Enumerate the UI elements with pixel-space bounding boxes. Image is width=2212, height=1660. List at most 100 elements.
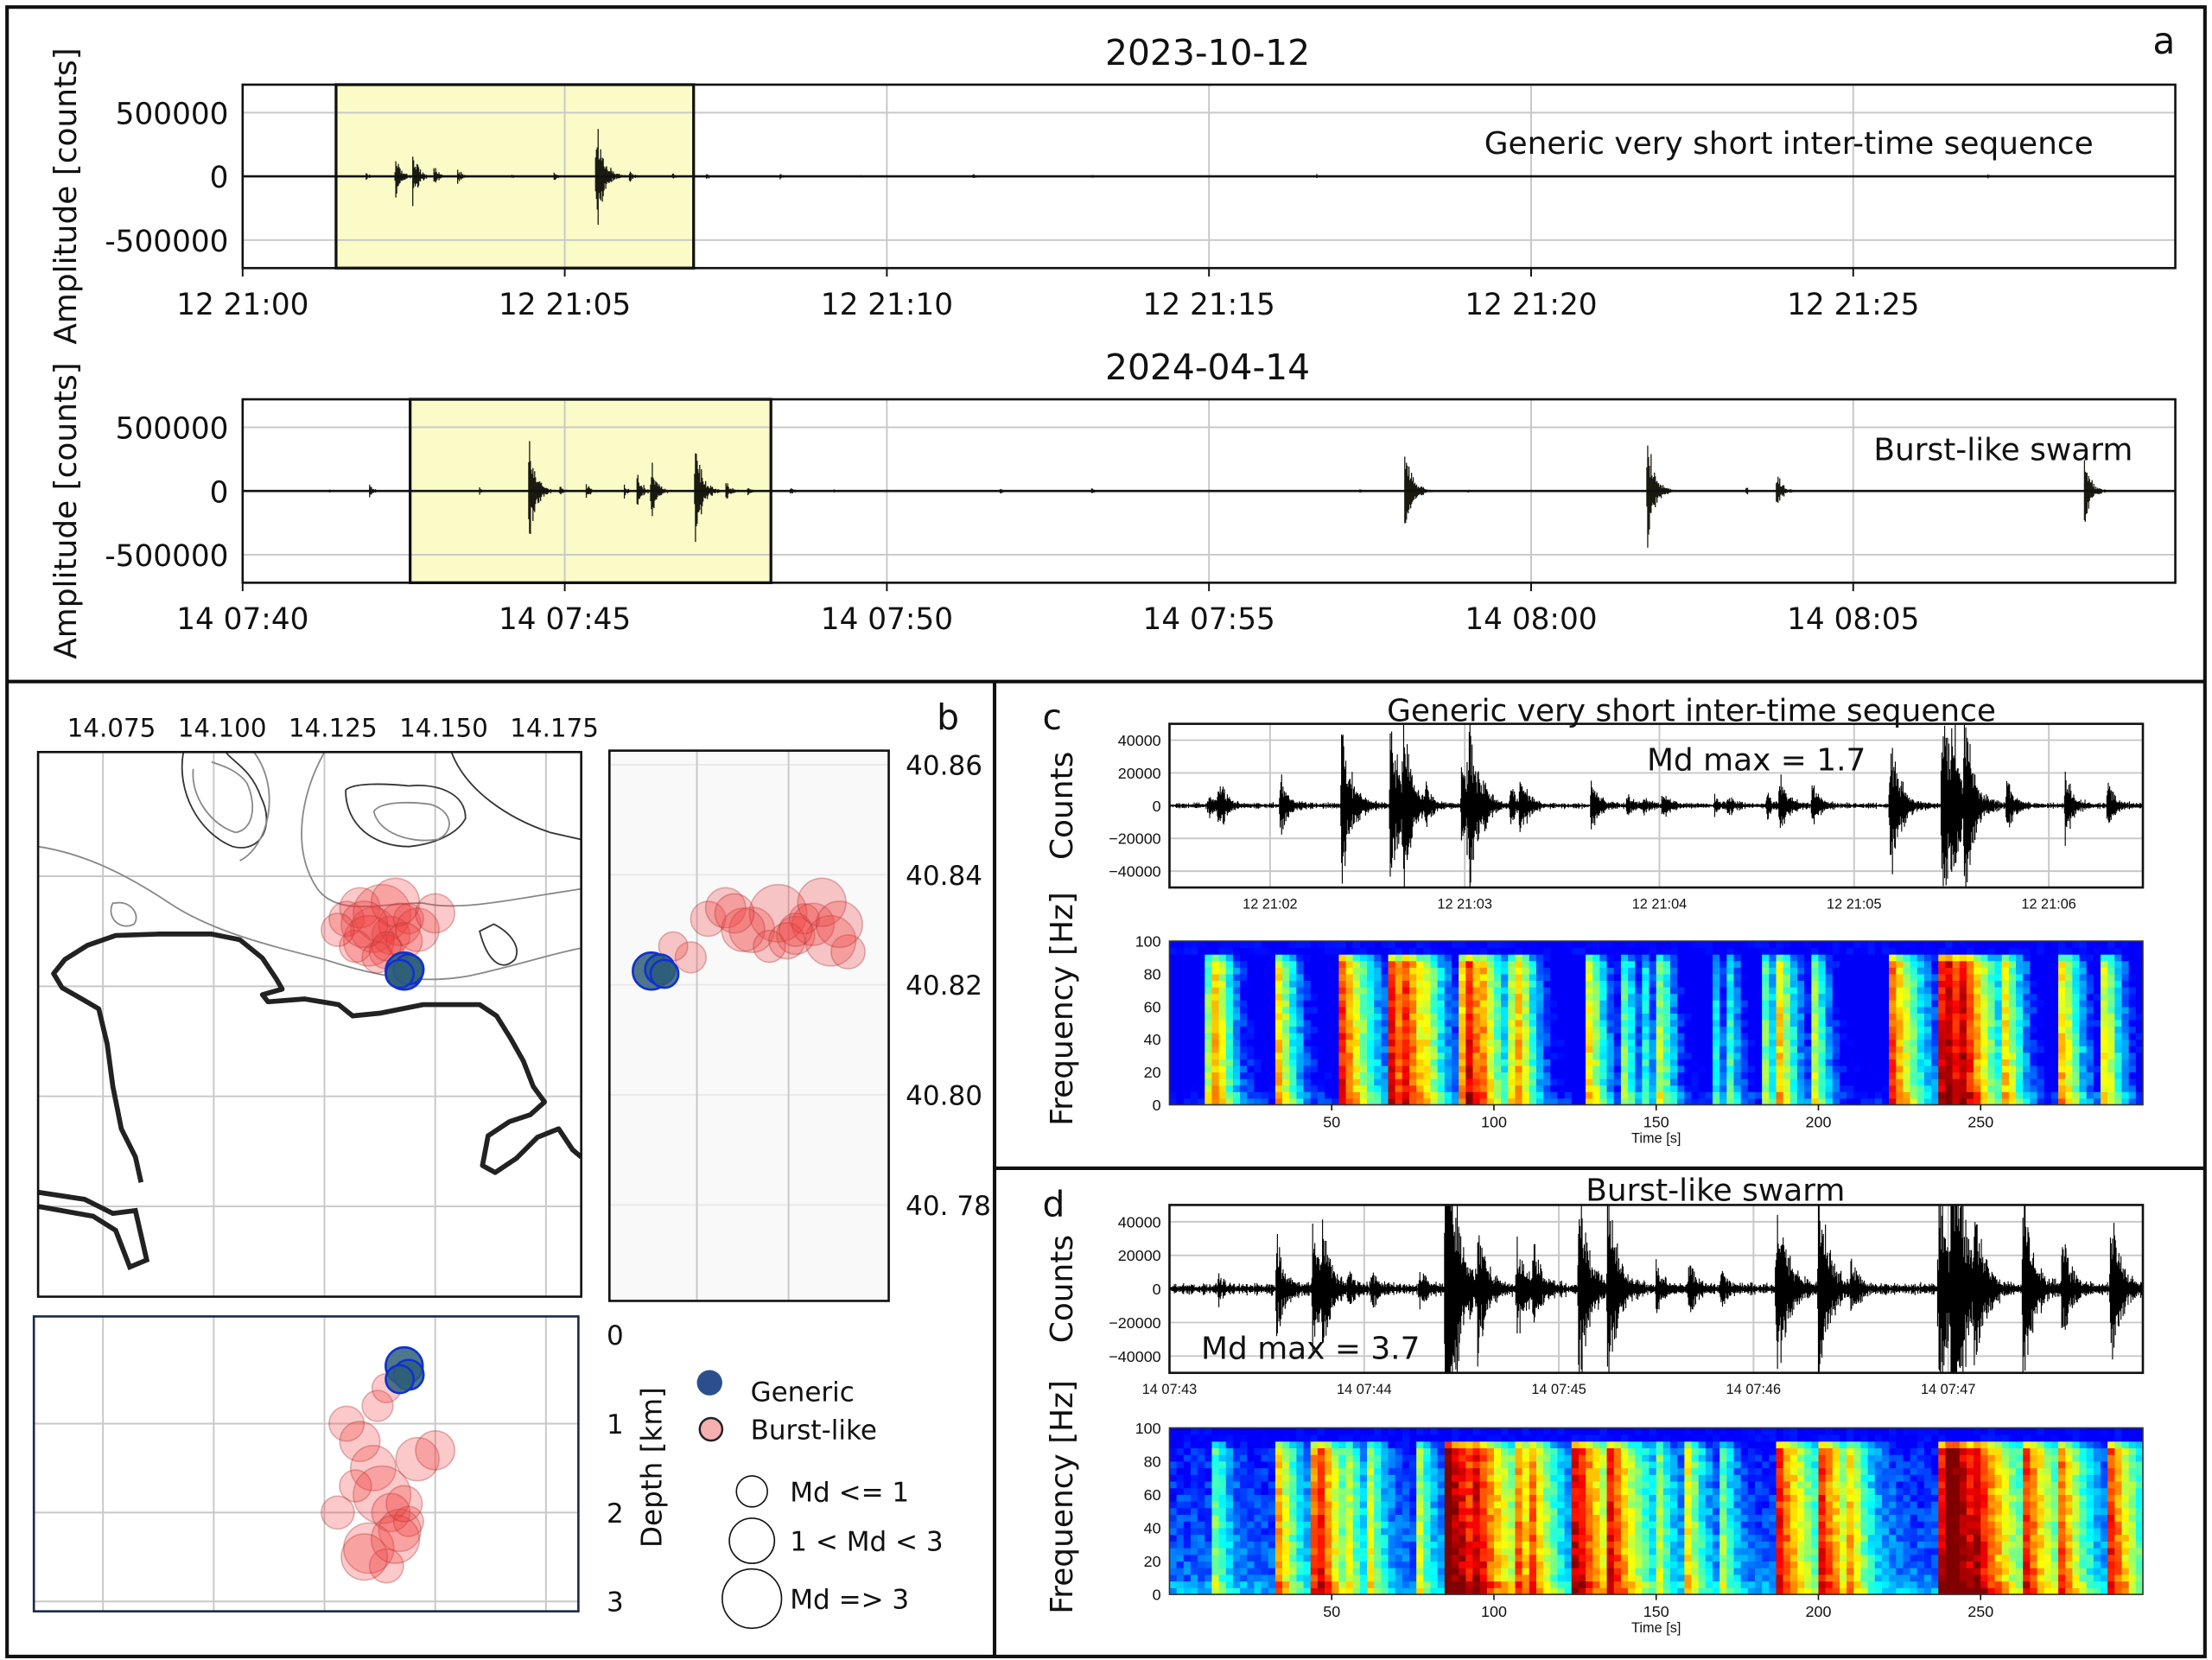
spectrogram-cell — [1268, 1078, 1276, 1086]
spectrogram-cell — [1783, 1013, 1791, 1021]
spectrogram-cell — [1916, 973, 1925, 982]
spectrogram-cell — [1310, 1568, 1319, 1575]
spectrogram-cell — [1832, 1013, 1840, 1021]
spectrogram-cell — [1459, 1447, 1466, 1455]
spectrogram-cell — [1762, 980, 1770, 988]
spectrogram-cell — [2016, 960, 2024, 968]
spectrogram-cell — [1205, 1097, 1212, 1105]
spectrogram-cell — [1416, 1548, 1424, 1555]
spectrogram-cell — [1218, 1013, 1227, 1021]
spectrogram-cell — [1303, 1059, 1312, 1066]
spectrogram-cell — [1606, 980, 1615, 988]
spectrogram-cell — [1332, 954, 1339, 962]
spectrogram-cell — [2023, 960, 2031, 968]
spectrogram-cell — [1628, 960, 1636, 968]
spectrogram-cell — [2001, 1039, 2010, 1046]
spectrogram-cell — [1755, 947, 1763, 955]
spectrogram-cell — [1522, 1052, 1530, 1059]
spectrogram-cell — [1867, 941, 1876, 949]
spectrogram-cell — [1493, 980, 1502, 988]
spectrogram-cell — [1198, 1580, 1205, 1588]
spectrogram-cell — [2101, 1078, 2108, 1086]
spectrogram-cell — [1190, 1059, 1198, 1066]
spectrogram-cell — [1381, 1039, 1389, 1046]
spectrogram-cell — [2058, 1033, 2066, 1040]
spectrogram-cell — [1381, 947, 1389, 955]
spectrogram-cell — [1677, 1000, 1685, 1008]
spectrogram-cell — [1564, 973, 1573, 982]
spectrogram-cell — [1169, 1013, 1178, 1021]
spectrogram-cell — [1980, 1006, 1988, 1014]
spectrogram-cell — [1804, 960, 1812, 968]
spectrogram-cell — [1515, 1554, 1523, 1562]
spectrogram-cell — [1529, 1091, 1537, 1099]
spectrogram-cell — [1274, 1072, 1283, 1079]
epicenter-map: 14.075 14.100 14.125 14.150 14.175 — [36, 713, 599, 1298]
spectrogram-cell — [1381, 1078, 1389, 1086]
spectrogram-cell — [1176, 1467, 1185, 1475]
spectrogram-cell — [2050, 947, 2059, 955]
spectrogram-cell — [1211, 941, 1220, 949]
spectrogram-cell — [1839, 1097, 1847, 1105]
spectrogram-cell — [1274, 1039, 1283, 1046]
spectrogram-cell — [1889, 1033, 1897, 1040]
spectrogram-cell — [1670, 1091, 1678, 1099]
spectrogram-cell — [1472, 947, 1481, 955]
spectrogram-cell — [1176, 1568, 1185, 1575]
spectrogram-cell — [1381, 1528, 1389, 1536]
spectrogram-cell — [1437, 1059, 1446, 1066]
spectrogram-cell — [1325, 1039, 1332, 1046]
spectrogram-cell — [1254, 1580, 1262, 1588]
spectrogram-cell — [1479, 1097, 1488, 1105]
spectrogram-cell — [1169, 1447, 1178, 1455]
spectrogram-cell — [1367, 1033, 1375, 1040]
spectrogram-cell — [1381, 973, 1389, 982]
spectrogram-cell — [1762, 1059, 1770, 1066]
spectrogram-cell — [1247, 1481, 1255, 1489]
spectrogram-cell — [1465, 1097, 1473, 1105]
spectrogram-cell — [1282, 960, 1290, 968]
spectrogram-cell — [2107, 987, 2115, 995]
spectrogram-cell — [1825, 993, 1834, 1001]
spectrogram-cell — [1762, 1097, 1770, 1105]
spectrogram-cell — [1923, 987, 1932, 995]
spectrogram-cell — [1522, 973, 1530, 982]
spectrogram-cell — [1169, 1561, 1178, 1568]
spectrogram-cell — [1479, 1494, 1488, 1502]
spectrogram-cell — [1564, 1052, 1573, 1059]
spectrogram-cell — [1550, 1091, 1558, 1099]
spectrogram-cell — [2079, 1039, 2088, 1046]
spectrogram-cell — [1776, 1084, 1784, 1092]
spectrogram-cell — [1325, 947, 1332, 955]
spectrogram-cell — [1881, 1097, 1890, 1105]
spectrogram-cell — [1232, 1487, 1241, 1495]
spectrogram-cell — [1332, 1052, 1339, 1059]
spectrogram-cell — [1254, 947, 1262, 955]
spectrogram-cell — [1444, 1507, 1452, 1516]
spectrogram-cell — [1452, 980, 1459, 988]
spectrogram-cell — [1198, 1467, 1205, 1475]
spectrogram-cell — [1205, 1454, 1212, 1462]
spectrogram-cell — [1508, 1467, 1516, 1475]
spectrogram-cell — [1254, 954, 1262, 962]
spectrogram-cell — [1289, 1474, 1297, 1482]
spectrogram-cell — [1325, 1574, 1332, 1582]
spectrogram-cell — [1282, 1574, 1290, 1582]
spectrogram-cell — [1550, 973, 1558, 982]
spectrogram-cell — [1586, 1097, 1593, 1105]
spectrogram-cell — [1218, 1541, 1227, 1549]
spectrogram-cell — [1642, 1013, 1650, 1021]
spectrogram-cell — [1769, 1019, 1777, 1027]
spectrogram-cell — [1205, 1000, 1212, 1008]
spectrogram-cell — [1783, 1033, 1791, 1040]
spectrogram-cell — [1472, 980, 1481, 988]
spectrogram-cell — [1747, 941, 1756, 949]
spectrogram-cell — [2058, 941, 2066, 949]
spectrogram-cell — [1733, 1084, 1742, 1092]
spectrogram-cell — [1205, 1481, 1212, 1489]
spectrogram-cell — [2016, 1052, 2024, 1059]
spectrogram-cell — [1247, 987, 1255, 995]
spectrogram-cell — [1677, 1019, 1685, 1027]
spectrogram-cell — [1980, 960, 1988, 968]
spectrogram-cell — [1592, 1097, 1600, 1105]
